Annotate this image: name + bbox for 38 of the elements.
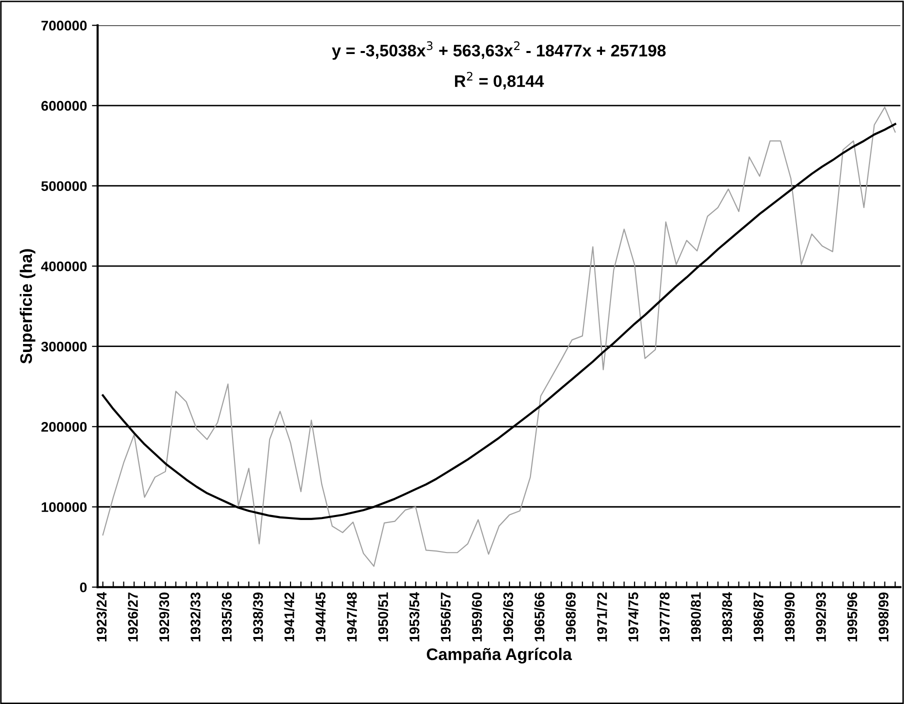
y-axis-title: Superficie (ha) <box>20 249 36 364</box>
y-tick-label: 500000 <box>41 181 87 192</box>
y-tick-label: 0 <box>80 582 87 592</box>
y-tick-label: 400000 <box>41 261 87 272</box>
x-tick-label: 1941/42 <box>284 592 294 642</box>
annotation: R$^{2}$ = 0,8144 <box>455 72 544 90</box>
x-tick-label: 1938/39 <box>252 592 264 642</box>
x-tick-label: 1929/30 <box>158 592 170 642</box>
y-tick-label: 300000 <box>41 342 87 352</box>
x-tick-label: 1974/75 <box>628 592 638 642</box>
y-tick-label: 100000 <box>42 502 87 512</box>
x-tick-label: 1953/54 <box>409 592 420 642</box>
x-tick-label: 1926/27 <box>128 592 138 642</box>
x-tick-label: 1935/36 <box>221 592 232 642</box>
x-tick-label: 1944/45 <box>315 592 326 642</box>
x-tick-label: 1962/63 <box>502 592 514 642</box>
x-tick-label: 1980/81 <box>690 592 701 642</box>
x-tick-label: 1992/93 <box>816 592 826 642</box>
x-tick-label: 1959/60 <box>472 592 482 642</box>
x-tick-label: 1923/24 <box>96 592 107 642</box>
x-tick-label: 1983/84 <box>722 592 732 642</box>
x-tick-label: 1950/51 <box>378 592 388 642</box>
x-tick-label: 1956/57 <box>440 592 451 642</box>
x-tick-label: 1995/96 <box>846 592 858 642</box>
x-tick-label: 1947/48 <box>346 592 357 642</box>
x-tick-label: 1965/66 <box>534 592 545 642</box>
x-tick-label: 1968/69 <box>566 592 576 642</box>
x-tick-label: 1971/72 <box>596 592 608 642</box>
annotation: y = -3,5038x$^{3}$ + 563,63x$^{2}$ - 18477x + 257198 <box>332 41 666 60</box>
x-tick-label: 1977/78 <box>659 592 670 642</box>
x-tick-label: 1932/33 <box>190 592 201 642</box>
y-tick-label: 600000 <box>41 100 87 111</box>
y-tick-label: 700000 <box>41 20 87 31</box>
y-tick-label: 200000 <box>41 422 87 432</box>
x-tick-label: 1989/90 <box>784 592 795 642</box>
x-axis-title: Campaña Agrícola <box>426 648 572 664</box>
x-tick-label: 1986/87 <box>753 592 764 642</box>
x-tick-label: 1998/99 <box>878 592 889 642</box>
